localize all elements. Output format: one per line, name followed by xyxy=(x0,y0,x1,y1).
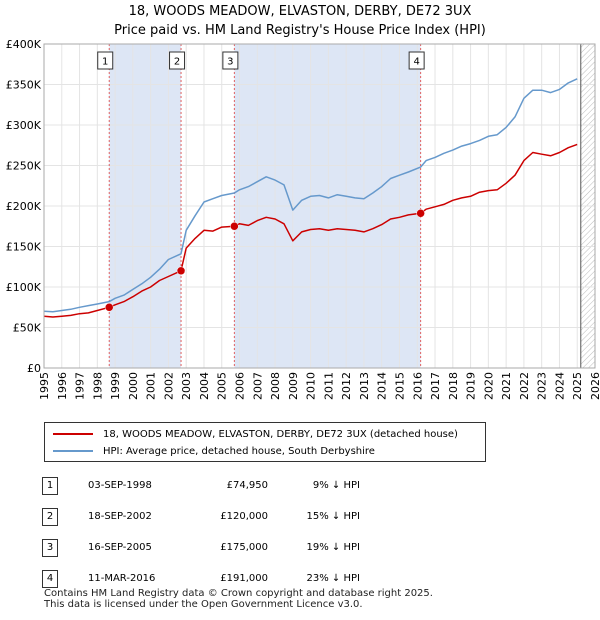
x-tick-label: 2002 xyxy=(162,372,175,400)
table-row: 2 18-SEP-2002 £120,000 15% ↓ HPI xyxy=(42,501,360,532)
footer-line1: Contains HM Land Registry data © Crown c… xyxy=(44,588,433,599)
chart-title: 18, WOODS MEADOW, ELVASTON, DERBY, DE72 … xyxy=(0,2,600,40)
x-tick-label: 2024 xyxy=(553,372,566,400)
x-tick-label: 2011 xyxy=(322,372,335,400)
x-tick-label: 2009 xyxy=(287,372,300,400)
x-tick-label: 2004 xyxy=(198,372,211,400)
transaction-date: 11-MAR-2016 xyxy=(88,573,156,584)
property-price-line xyxy=(43,143,578,318)
x-tick-label: 2020 xyxy=(482,372,495,400)
chart-title-line1: 18, WOODS MEADOW, ELVASTON, DERBY, DE72 … xyxy=(128,4,472,19)
transaction-hpi-diff: 15% ↓ HPI xyxy=(306,511,360,522)
transaction-date: 03-SEP-1998 xyxy=(88,480,152,491)
y-tick-label: £150K xyxy=(6,241,42,254)
y-tick-label: £350K xyxy=(6,79,42,92)
x-tick-label: 2010 xyxy=(305,372,318,400)
transaction-hpi-diff: 19% ↓ HPI xyxy=(306,542,360,553)
transaction-number-badge: 3 xyxy=(42,538,58,557)
price-chart: 1 2 3 4 £0 £50K £100K £150K £200K £250K £300K £350K… xyxy=(6,38,600,400)
sale-label-box xyxy=(169,51,186,70)
footer-line2: This data is licensed under the Open Gov… xyxy=(44,599,363,610)
y-tick-label: £200K xyxy=(6,200,42,213)
sale-point xyxy=(416,209,425,218)
sale-label-box xyxy=(97,51,114,70)
sale-point xyxy=(104,303,114,312)
x-tick-label: 2000 xyxy=(127,372,140,400)
y-tick-label: £250K xyxy=(6,160,42,173)
legend-entry-property: 18, WOODS MEADOW, ELVASTON, DERBY, DE72 … xyxy=(53,426,458,442)
x-tick-label: 1999 xyxy=(109,372,122,400)
x-tick-label: 2012 xyxy=(340,372,353,400)
transaction-number-badge: 2 xyxy=(42,507,58,526)
transaction-date: 16-SEP-2005 xyxy=(88,542,152,553)
sale-point xyxy=(230,222,239,231)
y-tick-label: £0 xyxy=(27,362,41,375)
x-tick-label: 2025 xyxy=(571,372,584,400)
x-tick-label: 2005 xyxy=(216,372,229,400)
transaction-price: £175,000 xyxy=(220,542,268,553)
x-tick-label: 2023 xyxy=(536,372,549,400)
sale-label-text: 3 xyxy=(227,57,233,68)
legend-label-property: 18, WOODS MEADOW, ELVASTON, DERBY, DE72 … xyxy=(103,428,458,440)
sale-label-text: 2 xyxy=(174,57,180,68)
transaction-hpi-diff: 9% ↓ HPI xyxy=(312,480,360,491)
x-tick-label: 2006 xyxy=(234,372,247,400)
x-tick-label: 2008 xyxy=(269,372,282,400)
y-tick-label: £50K xyxy=(13,322,42,335)
x-tick-label: 2019 xyxy=(465,372,478,400)
transaction-price: £74,950 xyxy=(226,480,268,491)
chart-legend: 18, WOODS MEADOW, ELVASTON, DERBY, DE72 … xyxy=(44,422,486,462)
x-tick-label: 2014 xyxy=(376,372,389,400)
legend-entry-hpi: HPI: Average price, detached house, Sout… xyxy=(53,443,375,459)
footer-attribution: Contains HM Land Registry data © Crown c… xyxy=(44,588,433,610)
x-tick-label: 2017 xyxy=(429,372,442,400)
sale-label-text: 4 xyxy=(413,57,419,68)
chart-title-line2: Price paid vs. HM Land Registry's House … xyxy=(114,23,486,38)
y-tick-label: £400K xyxy=(6,38,42,51)
transactions-table: 1 03-SEP-1998 £74,950 9% ↓ HPI 2 18-SEP-… xyxy=(42,470,360,594)
y-tick-label: £300K xyxy=(6,119,42,132)
hpi-line xyxy=(43,78,578,313)
x-tick-label: 2015 xyxy=(393,372,406,400)
table-row: 4 11-MAR-2016 £191,000 23% ↓ HPI xyxy=(42,563,360,594)
x-tick-label: 2016 xyxy=(411,372,424,400)
y-tick-label: £100K xyxy=(6,281,42,294)
x-tick-label: 1997 xyxy=(74,372,87,400)
plot-frame xyxy=(43,43,596,369)
sale-label-box xyxy=(222,51,239,70)
sale-label-text: 1 xyxy=(102,57,108,68)
x-tick-label: 1996 xyxy=(56,372,69,400)
x-tick-label: 1995 xyxy=(38,372,51,400)
x-tick-label: 2007 xyxy=(251,372,264,400)
x-tick-label: 1998 xyxy=(91,372,104,400)
legend-label-hpi: HPI: Average price, detached house, Sout… xyxy=(103,445,375,457)
transaction-number-badge: 1 xyxy=(42,476,58,495)
transaction-hpi-diff: 23% ↓ HPI xyxy=(306,573,360,584)
transaction-date: 18-SEP-2002 xyxy=(88,511,152,522)
x-tick-label: 2001 xyxy=(145,372,158,400)
x-tick-label: 2013 xyxy=(358,372,371,400)
table-row: 1 03-SEP-1998 £74,950 9% ↓ HPI xyxy=(42,470,360,501)
transaction-price: £191,000 xyxy=(220,573,268,584)
legend-swatch-property xyxy=(53,433,93,435)
x-tick-label: 2021 xyxy=(500,372,513,400)
table-row: 3 16-SEP-2005 £175,000 19% ↓ HPI xyxy=(42,532,360,563)
x-tick-label: 2022 xyxy=(518,372,531,400)
x-tick-label: 2026 xyxy=(589,372,600,400)
sale-point xyxy=(176,266,186,276)
legend-swatch-hpi xyxy=(53,450,93,452)
transaction-price: £120,000 xyxy=(220,511,268,522)
sale-label-box xyxy=(408,51,425,70)
x-tick-label: 2003 xyxy=(180,372,193,400)
transaction-number-badge: 4 xyxy=(42,569,58,588)
x-tick-label: 2018 xyxy=(447,372,460,400)
